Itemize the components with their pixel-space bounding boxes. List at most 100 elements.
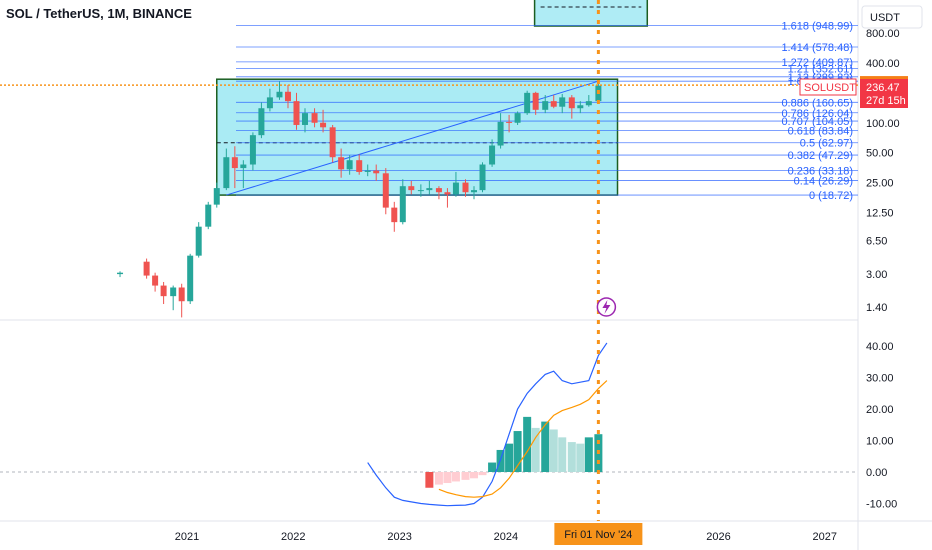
candle (524, 90, 531, 115)
candle-body (213, 188, 220, 205)
candle (258, 102, 265, 139)
candle (346, 155, 353, 175)
candle (117, 271, 124, 278)
date-badge-label: Fri 01 Nov '24 (564, 529, 632, 541)
candle-body (479, 164, 486, 191)
macd-histogram-bar (461, 472, 470, 480)
price-tick-label: 100.00 (866, 118, 900, 130)
fib-label: 0.5 (62.97) (800, 138, 853, 150)
candle-body (542, 101, 549, 110)
candle (311, 108, 318, 128)
overlay-layer (0, 0, 858, 521)
time-tick-label: 2026 (706, 531, 730, 543)
candle-body (373, 170, 380, 174)
candle (152, 272, 159, 292)
macd-histogram-bar (443, 472, 452, 484)
candle-body (338, 157, 345, 170)
candle (356, 154, 363, 175)
candle (266, 88, 273, 112)
macd-histogram-bar (470, 472, 479, 479)
lightning-icon (596, 297, 617, 317)
chart-title: SOL / TetherUS, 1M, BINANCE (6, 6, 192, 21)
candle (471, 186, 478, 200)
upper-target-box (533, 0, 649, 27)
candle (364, 164, 371, 177)
time-tick-label: 2021 (175, 531, 199, 543)
last-price-bg (860, 79, 908, 108)
candle (497, 113, 504, 149)
candle (276, 81, 283, 100)
fib-label: 0.236 (33.18) (788, 165, 853, 177)
candle (284, 84, 291, 109)
candle (585, 95, 592, 107)
fib-label: 0.886 (160.65) (781, 97, 853, 109)
candle (329, 124, 336, 163)
macd-tick-label: 0.00 (866, 467, 887, 479)
candle (160, 281, 167, 305)
time-tick-label: 2023 (387, 531, 411, 543)
candle (408, 180, 415, 195)
candle-body (160, 285, 167, 297)
macd-tick-label: -10.00 (866, 499, 897, 511)
candles-layer (117, 81, 602, 318)
macd-histogram-bar (558, 437, 567, 472)
price-tick-label: 3.00 (866, 269, 887, 281)
currency-selector: USDT (861, 5, 923, 29)
candle-body (187, 255, 194, 302)
candle (452, 171, 459, 197)
candle (187, 253, 194, 305)
candle-body (320, 122, 327, 128)
candle (373, 164, 380, 181)
candle (178, 283, 185, 318)
macd-histogram-bar (488, 462, 497, 472)
candle-body (524, 92, 531, 114)
lightning-icon-bolt (602, 300, 611, 314)
candle-body (195, 226, 202, 256)
candle-body (117, 272, 124, 275)
candle (301, 108, 308, 133)
price-tick-label: 50.00 (866, 148, 894, 160)
candle-body (417, 190, 424, 192)
macd-tick-label: 40.00 (866, 341, 894, 353)
price-tick-label: 12.50 (866, 208, 894, 220)
symbol-label: SOLUSDT (804, 82, 856, 94)
macd-histogram-bar (549, 429, 558, 472)
candle-body (489, 145, 496, 165)
candle (506, 114, 513, 133)
macd-tick-label: 20.00 (866, 404, 894, 416)
time-tick-label: 2024 (494, 531, 518, 543)
candle (231, 146, 238, 189)
candle-body (293, 101, 300, 125)
fib-label: 0.786 (126.04) (781, 108, 853, 120)
fib-label: 1.618 (948.99) (781, 21, 853, 33)
candle-body (276, 91, 283, 98)
candle-body (462, 182, 469, 193)
candle (435, 186, 442, 200)
candle (143, 258, 150, 279)
axis-layer: USDT 800.00 400.00 100.00 50.00 25.00 12.50 6.5… (175, 5, 923, 545)
time-tick-label: 2022 (281, 531, 305, 543)
candle (417, 184, 424, 197)
candle (399, 179, 406, 225)
macd-histogram-bar (505, 443, 514, 472)
candle-body (452, 182, 459, 195)
candle-body (382, 173, 389, 208)
candle-body (329, 127, 336, 158)
candle-body (266, 97, 273, 109)
candle-body (311, 113, 318, 123)
candle-body (559, 97, 566, 107)
currency-label: USDT (870, 12, 900, 24)
price-tick-label: 6.50 (866, 236, 887, 248)
fib-label: 1.272 (409.87) (781, 57, 853, 69)
time-tick-label: 2027 (813, 531, 837, 543)
candle-body (435, 188, 442, 193)
candle-body (170, 287, 177, 297)
macd-histogram-bar (523, 416, 532, 472)
range-box-layer (216, 0, 649, 196)
candle (479, 162, 486, 193)
candle-body (301, 113, 308, 125)
fib-label: 0.382 (47.29) (788, 150, 853, 162)
price-tick-label: 25.00 (866, 178, 894, 190)
fib-label: 0 (18.72) (809, 190, 853, 202)
